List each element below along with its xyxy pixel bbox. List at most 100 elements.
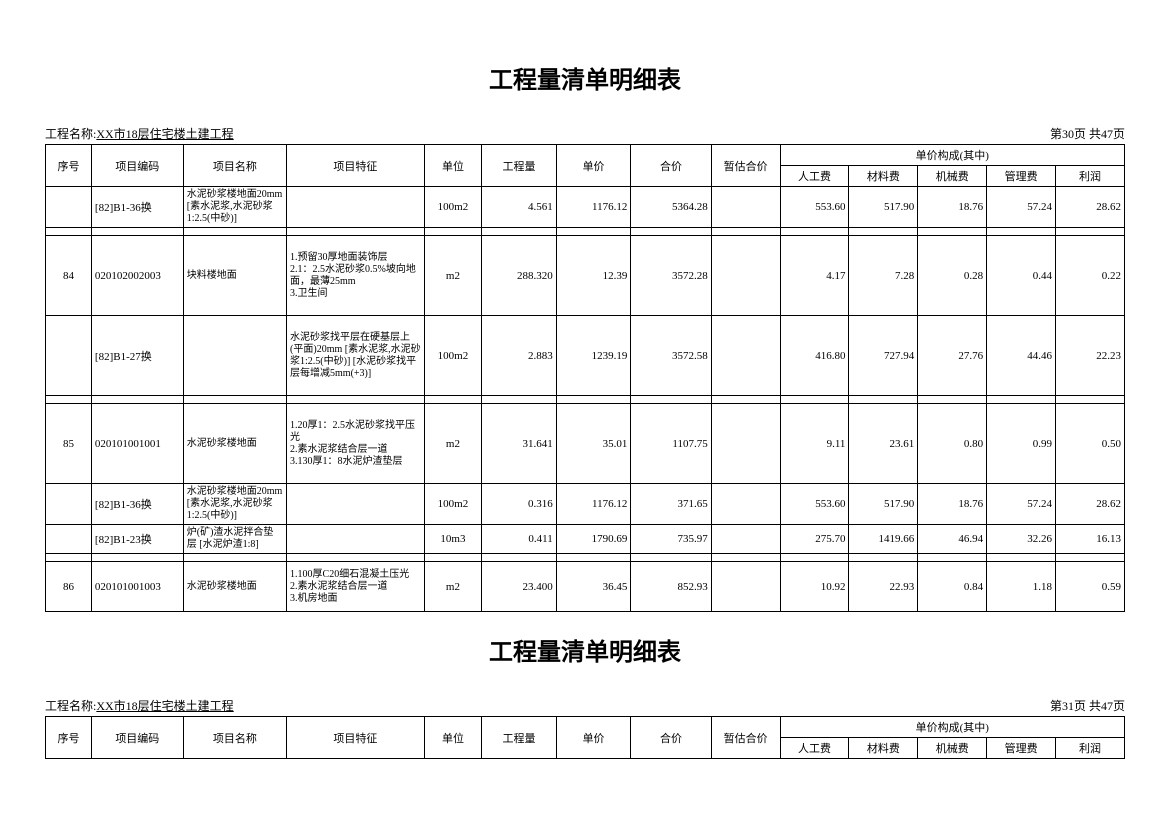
cell-labor: 9.11 [780, 404, 849, 484]
table-row: [82]B1-36换水泥砂浆楼地面20mm [素水泥浆,水泥砂浆1:2.5(中砂… [46, 187, 1125, 228]
th-unit: 单位 [424, 717, 481, 759]
cell-qty: 2.883 [482, 316, 557, 396]
cell-code: 020101001003 [91, 562, 183, 612]
cell-name: 水泥砂浆楼地面 [183, 562, 286, 612]
cell-labor: 416.80 [780, 316, 849, 396]
cell-temp [711, 562, 780, 612]
project-label-2: 工程名称: [45, 699, 96, 713]
cell-name: 水泥砂浆楼地面20mm [素水泥浆,水泥砂浆1:2.5(中砂)] [183, 484, 286, 525]
cell-labor: 553.60 [780, 187, 849, 228]
cell-total: 371.65 [631, 484, 711, 525]
cell-profit: 28.62 [1056, 484, 1125, 525]
th-manage: 管理费 [987, 738, 1056, 759]
cell-material: 22.93 [849, 562, 918, 612]
th-labor: 人工费 [780, 738, 849, 759]
th-code: 项目编码 [91, 717, 183, 759]
cell-seq: 85 [46, 404, 92, 484]
cell-seq [46, 525, 92, 554]
page-info-1: 第30页 共47页 [1050, 125, 1125, 142]
cell-feature: 1.100厚C20细石混凝土压光2.素水泥浆结合层一道3.机房地面 [287, 562, 425, 612]
page-title-2: 工程量清单明细表 [45, 632, 1125, 667]
cell-name: 炉(矿)渣水泥拌合垫层 [水泥炉渣1:8] [183, 525, 286, 554]
cell-price: 1176.12 [556, 187, 631, 228]
cell-unit: 10m3 [424, 525, 481, 554]
cell-unit: 100m2 [424, 316, 481, 396]
table-head-2: 序号 项目编码 项目名称 项目特征 单位 工程量 单价 合价 暂估合价 单价构成… [46, 717, 1125, 759]
cell-seq [46, 316, 92, 396]
page-info-2: 第31页 共47页 [1050, 697, 1125, 714]
cell-unit: m2 [424, 236, 481, 316]
cell-name: 水泥砂浆楼地面 [183, 404, 286, 484]
boq-table-1: 序号 项目编码 项目名称 项目特征 单位 工程量 单价 合价 暂估合价 单价构成… [45, 144, 1125, 612]
cell-machine: 46.94 [918, 525, 987, 554]
cell-profit: 0.22 [1056, 236, 1125, 316]
cell-total: 852.93 [631, 562, 711, 612]
cell-total: 735.97 [631, 525, 711, 554]
cell-code: [82]B1-36换 [91, 484, 183, 525]
table-head: 序号 项目编码 项目名称 项目特征 单位 工程量 单价 合价 暂估合价 单价构成… [46, 145, 1125, 187]
th-feature: 项目特征 [287, 717, 425, 759]
cell-manage: 32.26 [987, 525, 1056, 554]
cell-feature [287, 187, 425, 228]
cell-seq [46, 187, 92, 228]
cell-material: 517.90 [849, 484, 918, 525]
cell-feature: 1.预留30厚地面装饰层2.1：2.5水泥砂浆0.5%坡向地面，最薄25mm3.… [287, 236, 425, 316]
th-qty: 工程量 [482, 145, 557, 187]
th-group: 单价构成(其中) [780, 145, 1124, 166]
cell-machine: 27.76 [918, 316, 987, 396]
cell-code: 020101001001 [91, 404, 183, 484]
cell-code: [82]B1-27换 [91, 316, 183, 396]
th-name: 项目名称 [183, 145, 286, 187]
cell-unit: 100m2 [424, 484, 481, 525]
th-seq: 序号 [46, 145, 92, 187]
table-row [46, 396, 1125, 404]
cell-labor: 275.70 [780, 525, 849, 554]
th-profit: 利润 [1056, 166, 1125, 187]
cell-price: 1790.69 [556, 525, 631, 554]
th-temp: 暂估合价 [711, 717, 780, 759]
header-row-1: 工程名称:XX市18层住宅楼土建工程 第30页 共47页 [45, 125, 1125, 142]
cell-price: 12.39 [556, 236, 631, 316]
cell-total: 5364.28 [631, 187, 711, 228]
cell-seq: 86 [46, 562, 92, 612]
cell-profit: 22.23 [1056, 316, 1125, 396]
table-row [46, 228, 1125, 236]
th-feature: 项目特征 [287, 145, 425, 187]
cell-machine: 0.80 [918, 404, 987, 484]
table-row: [82]B1-23换炉(矿)渣水泥拌合垫层 [水泥炉渣1:8]10m30.411… [46, 525, 1125, 554]
cell-temp [711, 187, 780, 228]
cell-code: 020102002003 [91, 236, 183, 316]
cell-price: 1239.19 [556, 316, 631, 396]
cell-price: 35.01 [556, 404, 631, 484]
th-profit: 利润 [1056, 738, 1125, 759]
cell-material: 517.90 [849, 187, 918, 228]
th-name: 项目名称 [183, 717, 286, 759]
th-unit: 单位 [424, 145, 481, 187]
cell-machine: 18.76 [918, 484, 987, 525]
cell-material: 727.94 [849, 316, 918, 396]
table-row: 86020101001003水泥砂浆楼地面1.100厚C20细石混凝土压光2.素… [46, 562, 1125, 612]
cell-manage: 44.46 [987, 316, 1056, 396]
cell-feature [287, 484, 425, 525]
cell-manage: 1.18 [987, 562, 1056, 612]
th-material: 材料费 [849, 166, 918, 187]
cell-temp [711, 484, 780, 525]
cell-machine: 0.84 [918, 562, 987, 612]
cell-manage: 0.44 [987, 236, 1056, 316]
th-machine: 机械费 [918, 166, 987, 187]
th-material: 材料费 [849, 738, 918, 759]
th-group: 单价构成(其中) [780, 717, 1124, 738]
cell-unit: m2 [424, 404, 481, 484]
cell-qty: 0.316 [482, 484, 557, 525]
th-total: 合价 [631, 145, 711, 187]
cell-qty: 23.400 [482, 562, 557, 612]
cell-profit: 28.62 [1056, 187, 1125, 228]
table-row [46, 554, 1125, 562]
cell-material: 23.61 [849, 404, 918, 484]
cell-total: 3572.58 [631, 316, 711, 396]
th-code: 项目编码 [91, 145, 183, 187]
cell-qty: 0.411 [482, 525, 557, 554]
th-labor: 人工费 [780, 166, 849, 187]
th-seq: 序号 [46, 717, 92, 759]
cell-machine: 18.76 [918, 187, 987, 228]
